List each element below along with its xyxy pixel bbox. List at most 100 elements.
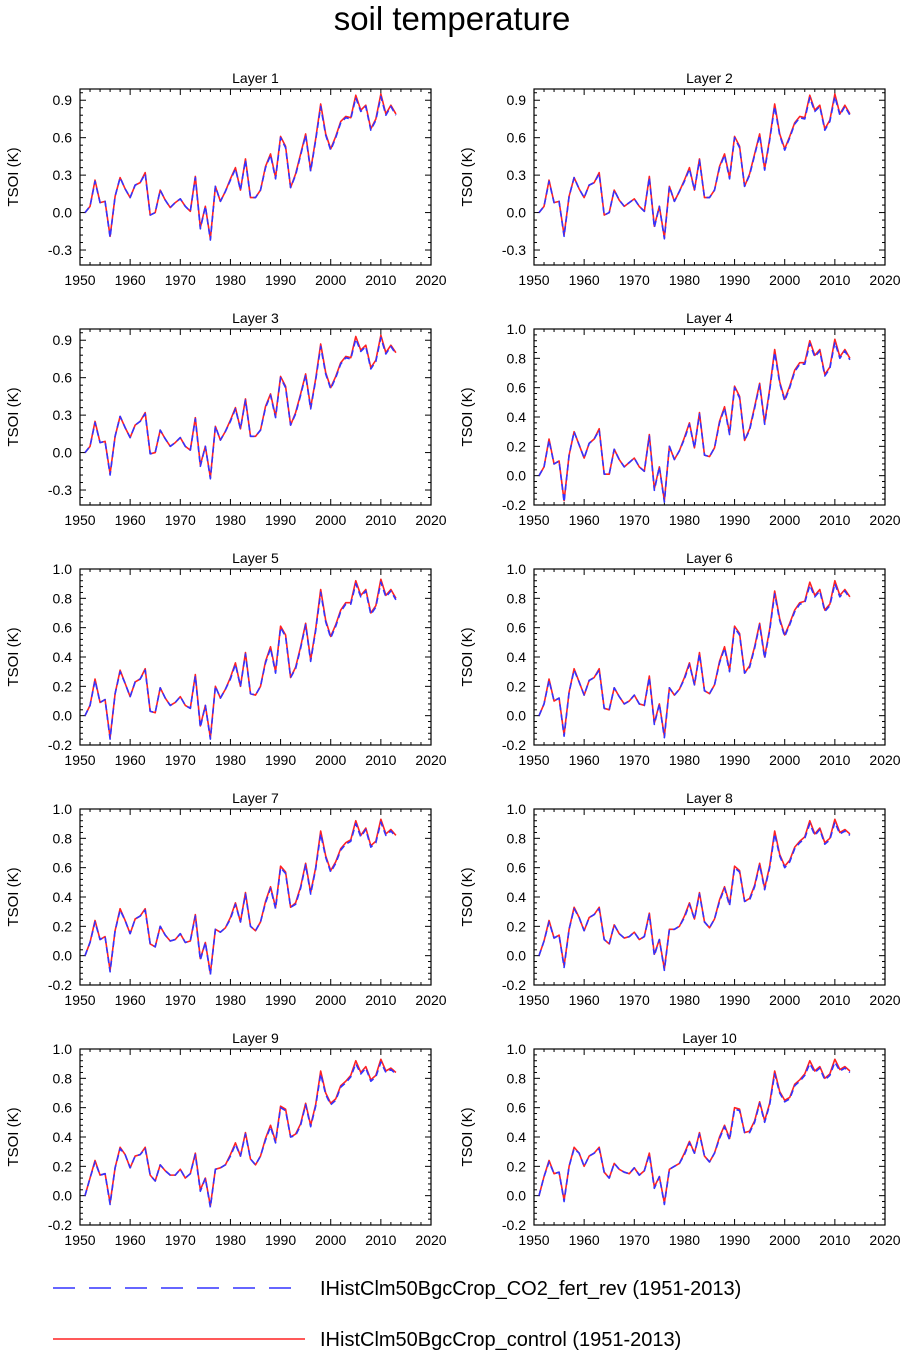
x-tick-label: 2020: [869, 1232, 900, 1248]
y-tick-label: -0.2: [502, 977, 526, 993]
series-line-co2-fert-rev: [538, 582, 851, 739]
panel-title: Layer 2: [686, 70, 733, 86]
legend: IHistClm50BgcCrop_CO2_fert_rev (1951-201…: [53, 1278, 741, 1351]
x-tick-label: 2010: [365, 992, 396, 1008]
y-tick-label: 0.8: [53, 830, 73, 846]
x-tick-label: 1990: [719, 1232, 750, 1248]
panel-title: Layer 4: [686, 310, 733, 326]
series-line-control: [538, 818, 851, 970]
x-tick-label: 1960: [569, 512, 600, 528]
x-tick-label: 1980: [669, 272, 700, 288]
x-tick-label: 1950: [518, 752, 549, 768]
x-tick-label: 1970: [619, 1232, 650, 1248]
y-tick-label: 0.6: [53, 130, 73, 146]
series-line-control: [84, 334, 397, 479]
panel-layer-8: Layer 8 TSOI (K) 1950 1960 1970 1980 1990 2000 2…: [459, 790, 901, 1008]
y-axis-label: TSOI (K): [5, 867, 22, 926]
y-tick-label: 0.4: [507, 409, 527, 425]
x-tick-label: 1950: [64, 992, 95, 1008]
y-tick-label: 0.0: [53, 1188, 73, 1204]
series-line-co2-fert-rev: [538, 341, 851, 503]
x-tick-label: 1970: [165, 272, 196, 288]
x-tick-label: 1950: [64, 512, 95, 528]
y-tick-label: -0.3: [502, 242, 526, 258]
x-tick-label: 2010: [365, 512, 396, 528]
y-tick-label: 0.8: [507, 590, 527, 606]
y-tick-label: 0.0: [53, 205, 73, 221]
x-tick-label: 1990: [719, 752, 750, 768]
panel-layer-10: Layer 10 TSOI (K) 1950 1960 1970 1980 1990 2000…: [459, 1030, 901, 1248]
x-tick-label: 1960: [115, 272, 146, 288]
plot-frame: [533, 88, 886, 266]
y-tick-label: -0.2: [48, 1217, 72, 1233]
series-line-co2-fert-rev: [538, 1061, 851, 1206]
y-tick-label: 0.3: [53, 167, 73, 183]
y-tick-label: 0.4: [507, 1129, 527, 1145]
y-tick-label: -0.2: [502, 1217, 526, 1233]
x-tick-label: 1980: [669, 1232, 700, 1248]
panel-layer-1: Layer 1 TSOI (K) 1950 1960 1970 1980 1990 2000 2…: [5, 70, 447, 288]
x-tick-label: 1970: [619, 992, 650, 1008]
x-tick-label: 2010: [365, 752, 396, 768]
x-tick-label: 1990: [265, 752, 296, 768]
y-tick-label: -0.3: [48, 482, 72, 498]
x-tick-label: 1950: [64, 752, 95, 768]
series-line-co2-fert-rev: [84, 95, 397, 241]
y-tick-label: 0.9: [507, 92, 527, 108]
x-tick-label: 1980: [669, 752, 700, 768]
y-tick-label: 0.4: [53, 1129, 73, 1145]
x-tick-label: 2000: [769, 272, 800, 288]
x-tick-label: 2010: [365, 1232, 396, 1248]
panel-layer-9: Layer 9 TSOI (K) 1950 1960 1970 1980 1990 2000 2…: [5, 1030, 447, 1248]
x-tick-label: 2000: [769, 992, 800, 1008]
x-tick-label: 1970: [165, 1232, 196, 1248]
series-line-co2-fert-rev: [538, 821, 851, 972]
panel-layer-2: Layer 2 TSOI (K) 1950 1960 1970 1980 1990 2000 2…: [459, 70, 901, 288]
y-tick-label: 0.0: [507, 1188, 527, 1204]
series-line-co2-fert-rev: [84, 1061, 397, 1209]
y-axis-label: TSOI (K): [459, 1107, 476, 1166]
panel-title: Layer 3: [232, 310, 279, 326]
x-tick-label: 2020: [415, 992, 446, 1008]
x-tick-label: 2020: [415, 752, 446, 768]
legend-label-co2-fert-rev: IHistClm50BgcCrop_CO2_fert_rev (1951-201…: [320, 1278, 741, 1300]
x-tick-label: 1980: [215, 752, 246, 768]
plot-frame: [79, 88, 432, 266]
x-tick-label: 1990: [719, 992, 750, 1008]
y-tick-label: 0.2: [53, 918, 73, 934]
y-tick-label: 0.6: [507, 860, 527, 876]
y-tick-label: 0.0: [507, 468, 527, 484]
y-tick-label: 1.0: [507, 1041, 527, 1057]
plot-frame: [79, 328, 432, 506]
panel-title: Layer 1: [232, 70, 279, 86]
x-tick-label: 1980: [215, 1232, 246, 1248]
y-tick-label: 0.6: [507, 620, 527, 636]
plot-frame: [79, 808, 432, 986]
x-tick-label: 2000: [769, 752, 800, 768]
panel-title: Layer 8: [686, 790, 733, 806]
panel-layer-7: Layer 7 TSOI (K) 1950 1960 1970 1980 1990 2000 2…: [5, 790, 447, 1008]
x-tick-label: 2020: [415, 1232, 446, 1248]
y-tick-label: 1.0: [507, 321, 527, 337]
x-tick-label: 1960: [569, 992, 600, 1008]
panel-layer-5: Layer 5 TSOI (K) 1950 1960 1970 1980 1990 2000 2…: [5, 550, 447, 768]
y-tick-label: 0.4: [53, 889, 73, 905]
y-tick-label: 0.8: [507, 350, 527, 366]
x-tick-label: 2010: [819, 752, 850, 768]
panel-layer-3: Layer 3 TSOI (K) 1950 1960 1970 1980 1990 2000 2…: [5, 310, 447, 528]
y-tick-label: -0.3: [48, 242, 72, 258]
y-tick-label: 0.6: [53, 620, 73, 636]
y-tick-label: 0.6: [53, 1100, 73, 1116]
x-tick-label: 2000: [315, 512, 346, 528]
series-line-co2-fert-rev: [84, 821, 397, 976]
y-tick-label: 1.0: [53, 801, 73, 817]
x-tick-label: 1980: [215, 272, 246, 288]
y-tick-label: 0.4: [507, 649, 527, 665]
legend-label-control: IHistClm50BgcCrop_control (1951-2013): [320, 1329, 681, 1351]
y-tick-label: 0.8: [507, 1070, 527, 1086]
y-tick-label: 1.0: [53, 561, 73, 577]
y-tick-label: 0.3: [507, 167, 527, 183]
figure-title: soil temperature: [334, 0, 571, 37]
x-tick-label: 1990: [265, 272, 296, 288]
